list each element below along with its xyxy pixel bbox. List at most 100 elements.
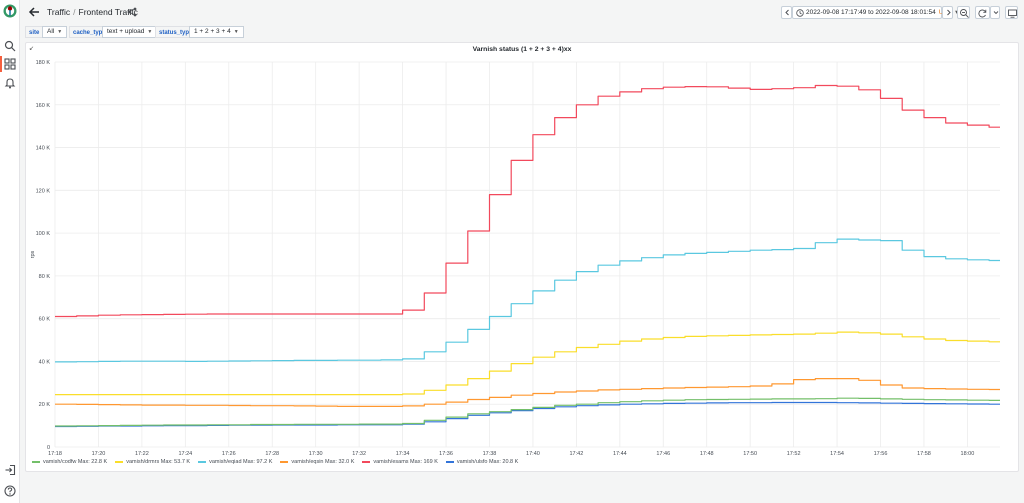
refresh-interval-picker[interactable] xyxy=(990,6,1000,19)
x-tick-label: 17:34 xyxy=(396,451,410,457)
legend-item[interactable]: vamish/eqiad Max: 97.2 K xyxy=(198,459,272,465)
series-line-vamish-codfw[interactable] xyxy=(55,397,1000,427)
clock-icon xyxy=(796,9,804,17)
breadcrumb-folder[interactable]: Traffic xyxy=(47,7,71,17)
chart-legend: vamish/codfw Max: 22.8 K vamish/drmrs Max… xyxy=(32,459,526,469)
series-line-vamish-ulsfo[interactable] xyxy=(55,401,1000,428)
zoom-out-button[interactable] xyxy=(957,6,970,19)
series-line-vamish-eqiad[interactable] xyxy=(55,238,1000,363)
legend-item[interactable]: vamish/drmrs Max: 53.7 K xyxy=(115,459,190,465)
wikimedia-logo-icon[interactable] xyxy=(3,4,17,18)
legend-item[interactable]: vamish/ulsfo Max: 20.8 K xyxy=(445,459,519,465)
graph-panel: ↙ Varnish status (1 + 2 + 3 + 4)xx 0 20 K… xyxy=(25,42,1019,472)
x-tick-label: 17:30 xyxy=(309,451,323,457)
series-line-vamish-eqsin[interactable] xyxy=(55,378,1000,407)
legend-swatch xyxy=(445,460,454,463)
active-nav-indicator xyxy=(0,56,2,72)
help-icon[interactable] xyxy=(4,485,16,497)
tv-mode-button[interactable] xyxy=(1005,6,1018,19)
legend-label: vamish/eqiad Max: 97.2 K xyxy=(209,459,273,465)
chevron-right-icon xyxy=(947,9,951,16)
chevron-down-icon: ▼ xyxy=(233,29,239,35)
legend-label: vamish/drmrs Max: 53.7 K xyxy=(126,459,191,465)
time-range-text: 2022-09-08 17:17:49 to 2022-09-08 18:01:… xyxy=(806,9,936,16)
x-tick-label: 17:20 xyxy=(92,451,106,457)
zoom-out-icon xyxy=(960,9,969,18)
monitor-icon xyxy=(1008,9,1017,18)
y-tick-label: 0 xyxy=(47,445,50,451)
x-tick-label: 17:24 xyxy=(178,451,192,457)
x-tick-label: 17:32 xyxy=(352,451,366,457)
series-line-vamish-drmrs[interactable] xyxy=(55,331,1000,396)
y-tick-label: 120 K xyxy=(36,188,51,194)
variable-select-status-type[interactable]: 1 + 2 + 3 + 4 ▼ xyxy=(189,26,244,38)
legend-label: vamish/eqsin Max: 32.0 K xyxy=(291,459,355,465)
legend-swatch xyxy=(198,460,207,463)
chevron-down-icon: ▼ xyxy=(57,29,63,35)
dashboard-title[interactable]: Frontend Traffic xyxy=(78,7,138,17)
variable-label-site: site xyxy=(25,26,44,38)
x-tick-label: 17:38 xyxy=(483,451,497,457)
dashboards-icon[interactable] xyxy=(4,58,16,70)
sign-in-icon[interactable] xyxy=(4,464,16,476)
refresh-icon xyxy=(978,9,987,18)
legend-item[interactable]: vamish/esams Max: 169 K xyxy=(362,459,438,465)
x-tick-label: 18:00 xyxy=(961,451,975,457)
y-tick-label: 160 K xyxy=(36,103,51,109)
legend-item[interactable]: vamish/codfw Max: 22.8 K xyxy=(32,459,107,465)
x-tick-label: 17:18 xyxy=(48,451,62,457)
variable-select-cache-type[interactable]: text + upload ▼ xyxy=(102,26,158,38)
legend-label: vamish/esams Max: 169 K xyxy=(373,459,438,465)
back-arrow-icon[interactable] xyxy=(28,6,40,18)
x-tick-label: 17:50 xyxy=(743,451,757,457)
legend-swatch xyxy=(115,460,124,463)
legend-swatch xyxy=(32,460,40,463)
time-range-picker[interactable]: 2022-09-08 17:17:49 to 2022-09-08 18:01:… xyxy=(792,6,958,19)
y-tick-label: 80 K xyxy=(39,274,51,280)
breadcrumb-separator: / xyxy=(73,7,76,17)
y-tick-label: 100 K xyxy=(36,231,51,237)
variable-value: text + upload xyxy=(107,28,145,35)
x-tick-label: 17:54 xyxy=(830,451,844,457)
variable-value: All xyxy=(47,28,55,35)
side-menu xyxy=(0,0,20,503)
time-shift-back-button[interactable] xyxy=(781,6,792,19)
x-tick-label: 17:52 xyxy=(787,451,801,457)
x-tick-label: 17:36 xyxy=(439,451,453,457)
chevron-down-icon: ▼ xyxy=(147,29,153,35)
variable-select-site[interactable]: All ▼ xyxy=(42,26,68,38)
chevron-down-icon xyxy=(993,11,999,15)
legend-item[interactable]: vamish/eqsin Max: 32.0 K xyxy=(280,459,354,465)
panel-title[interactable]: Varnish status (1 + 2 + 3 + 4)xx xyxy=(472,46,572,53)
x-tick-label: 17:26 xyxy=(222,451,236,457)
x-tick-label: 17:46 xyxy=(656,451,670,457)
template-variables: site All ▼ cache_type text + upload ▼ stat… xyxy=(21,26,1024,38)
variable-value: 1 + 2 + 3 + 4 xyxy=(194,28,231,35)
refresh-button[interactable] xyxy=(975,6,990,19)
share-icon[interactable] xyxy=(127,7,137,17)
x-tick-label: 17:58 xyxy=(917,451,931,457)
alerting-bell-icon[interactable] xyxy=(4,77,16,89)
x-tick-label: 17:40 xyxy=(526,451,540,457)
y-axis-label: rps xyxy=(30,250,36,258)
legend-swatch xyxy=(362,460,371,463)
x-tick-label: 17:48 xyxy=(700,451,714,457)
x-tick-label: 17:56 xyxy=(874,451,888,457)
line-chart[interactable]: 0 20 K 40 K 60 K 80 K 100 K 120 K 140 K 160 K 180… xyxy=(26,43,1020,457)
y-tick-label: 60 K xyxy=(39,317,51,323)
legend-label: vamish/codfw Max: 22.8 K xyxy=(43,459,108,465)
y-tick-label: 180 K xyxy=(36,60,51,66)
legend-label: vamish/ulsfo Max: 20.8 K xyxy=(456,459,519,465)
top-navbar: Traffic / Frontend Traffic 2022-09-08 17:1… xyxy=(21,0,1024,24)
search-icon[interactable] xyxy=(4,40,16,52)
y-tick-label: 20 K xyxy=(39,402,51,408)
series-line-vamish-esams[interactable] xyxy=(55,84,1000,318)
breadcrumb: Traffic / Frontend Traffic xyxy=(47,7,138,17)
x-tick-label: 17:44 xyxy=(613,451,627,457)
time-shift-forward-button[interactable] xyxy=(942,6,953,19)
x-tick-label: 17:28 xyxy=(265,451,279,457)
chevron-left-icon xyxy=(785,9,789,16)
x-tick-label: 17:22 xyxy=(135,451,149,457)
y-tick-label: 40 K xyxy=(39,359,51,365)
panel-corner-glyph: ↙ xyxy=(29,46,35,52)
